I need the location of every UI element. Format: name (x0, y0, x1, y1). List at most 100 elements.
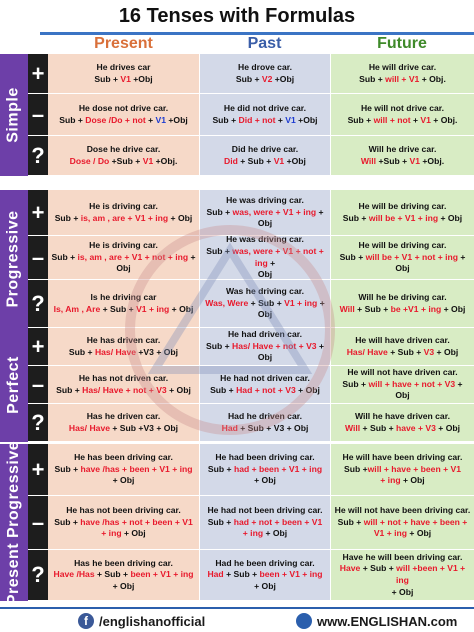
formula-part: Sub + (54, 463, 81, 474)
formula: Sub + have /has + not + been + V1 (54, 517, 193, 529)
formula: Will + Sub + have + V3 + Obj (345, 423, 460, 435)
example-sentence: Has he been driving car. (74, 557, 173, 568)
formula-part: + ing (242, 528, 264, 539)
example-sentence: He has not been driving car. (66, 505, 181, 516)
formula: Sub + V1 +Obj (94, 74, 152, 86)
cell-past: Did he drive car. Did + Sub + V1 +Obj (199, 136, 330, 176)
formula-part: Sub + (235, 73, 262, 84)
question-icon: ? (28, 550, 48, 600)
formula: Sub + was, were + V1 + ing + (206, 207, 323, 219)
formula: Sub + Did + not + V1 +Obj (212, 115, 317, 127)
formula-part: Obj (257, 309, 273, 320)
plus-icon: + (28, 190, 48, 235)
formula-continued: Obj (116, 263, 130, 275)
minus-icon: – (28, 94, 48, 135)
formula-part: + ing (380, 475, 401, 486)
group-label-text: Simple (5, 87, 22, 143)
formula-part: Obj (257, 269, 273, 280)
group-label-text: Progressive (5, 210, 23, 308)
formula: Sub + will be + V1 + ing + Obj (343, 213, 462, 225)
formula-part: been + V1 + ing (130, 569, 194, 580)
formula-part: been + V1 + ing (259, 569, 323, 580)
formula-part: + Obj (169, 303, 194, 314)
formula: Sub + Has/ Have + not + V3 + Obj (56, 385, 191, 397)
example-sentence: He will be driving car. (358, 240, 447, 251)
cell-future: He will not have driven car. Sub + will +… (330, 366, 474, 404)
example-sentence: He did not drive car. (223, 102, 307, 113)
formula: Sub + V2 +Obj (236, 74, 294, 86)
formula-part: have + V3 (396, 422, 436, 433)
formula-part: Will (360, 155, 377, 166)
example-sentence: He had driven car. (227, 329, 303, 340)
example-sentence: He will drive car. (368, 61, 437, 72)
cell-past: Had he driven car. Had + Sub + V3 + Obj (199, 404, 330, 442)
formula-part: will + not (373, 114, 411, 125)
formula-part: Had (221, 422, 238, 433)
website-link[interactable]: www.ENGLISHAN.com (296, 613, 457, 629)
formula: Sub + Had + not + V3 + Obj (210, 385, 320, 397)
facebook-link[interactable]: f /englishanofficial (78, 613, 205, 629)
cell-present: He is driving car. Sub + is, am , are + V… (48, 190, 199, 236)
cell-past: Was he driving car. Was, Were + Sub + V1 … (199, 280, 330, 328)
example-sentence: He is driving car. (89, 200, 158, 211)
cell-past: He had been driving car. Sub + had + been… (199, 444, 330, 496)
formula-part: is, am , are + V1 + ing (80, 212, 169, 223)
formula-part: will be + V1 + not + ing (365, 251, 459, 262)
formula-part: Was, Were (205, 297, 249, 308)
formula-part: will + have + been + V1 (367, 463, 462, 474)
formula-part: Is, Am , Are (53, 303, 101, 314)
example-sentence: He has been driving car. (74, 452, 173, 463)
example-sentence: Will he be driving car. (358, 291, 447, 302)
formula-part: was, were + V1 + not + ing (232, 245, 324, 268)
formula-part: Dose /Do + not (85, 114, 146, 125)
formula-continued: + Obj (392, 587, 414, 599)
formula: Have /Has + Sub + been + V1 + ing + Obj (51, 569, 196, 592)
cell-future: Will he be driving car. Will + Sub + be +… (330, 280, 474, 328)
cell-future: He will drive car. Sub + will + V1 + Obj. (330, 54, 474, 94)
formula-part: + Obj (166, 384, 191, 395)
formula: Sub +will + have + been + V1 (344, 464, 461, 476)
formula-part: Had + not + V3 (236, 384, 296, 395)
example-sentence: Had he been driving car. (215, 557, 315, 568)
example-sentence: Dose he drive car. (86, 143, 161, 154)
formula-part: Sub + (337, 516, 364, 527)
cell-future: Will he drive car. Will +Sub + V1 +Obj. (330, 136, 474, 176)
formula-part: + (275, 114, 286, 125)
formula-part: + Obj (121, 528, 146, 539)
example-sentence: He will have driven car. (355, 334, 450, 345)
formula-part: Dose / Do (69, 155, 110, 166)
formula-part: V1 (273, 155, 285, 166)
example-sentence: Will he have driven car. (355, 410, 450, 421)
formula: Had + Sub + been + V1 + ing (207, 569, 322, 581)
formula: Did + Sub + V1 +Obj (224, 156, 306, 168)
formula-part: Sub + (347, 114, 374, 125)
example-sentence: He drove car. (238, 61, 292, 72)
example-sentence: He had been driving car. (215, 452, 315, 463)
formula-part: + Obj. (430, 114, 458, 125)
formula-continued: + Obj (254, 581, 276, 593)
website-url: www.ENGLISHAN.com (317, 613, 458, 629)
formula-part: Has/ Have + not + V3 (82, 384, 167, 395)
formula: Sub + will + V1 + Obj. (359, 74, 446, 86)
formula-part: + Sub + (248, 297, 285, 308)
cell-future: He will be driving car. Sub + will be + V… (330, 190, 474, 236)
formula-part: + Obj (400, 475, 425, 486)
formula-part: +Obj (284, 155, 306, 166)
formula-part: Sub + (94, 73, 121, 84)
cell-future: He will not have been driving car. Sub + … (330, 496, 474, 550)
formula-part: Has/ Have (94, 346, 137, 357)
group-label-0: Simple (0, 54, 28, 176)
formula-part: will + not + have + been + (363, 516, 468, 527)
formula: Have + Sub + will +been + V1 + ing (334, 563, 471, 586)
formula-continued: + ing + Obj (243, 528, 287, 540)
formula-part: had + not + been + V1 (233, 516, 323, 527)
cell-future: He will be driving car. Sub + will be + V… (330, 236, 474, 280)
formula: Sub + will + not + V1 + Obj. (348, 115, 458, 127)
example-sentence: He is driving car. (89, 240, 158, 251)
formula-part: Will (344, 422, 361, 433)
plus-icon: + (28, 328, 48, 365)
formula-part: + (317, 297, 325, 308)
example-sentence: He has driven car. (86, 334, 161, 345)
formula: Sub + had + not + been + V1 (208, 517, 323, 529)
formula-part: V1 + ing (284, 297, 318, 308)
